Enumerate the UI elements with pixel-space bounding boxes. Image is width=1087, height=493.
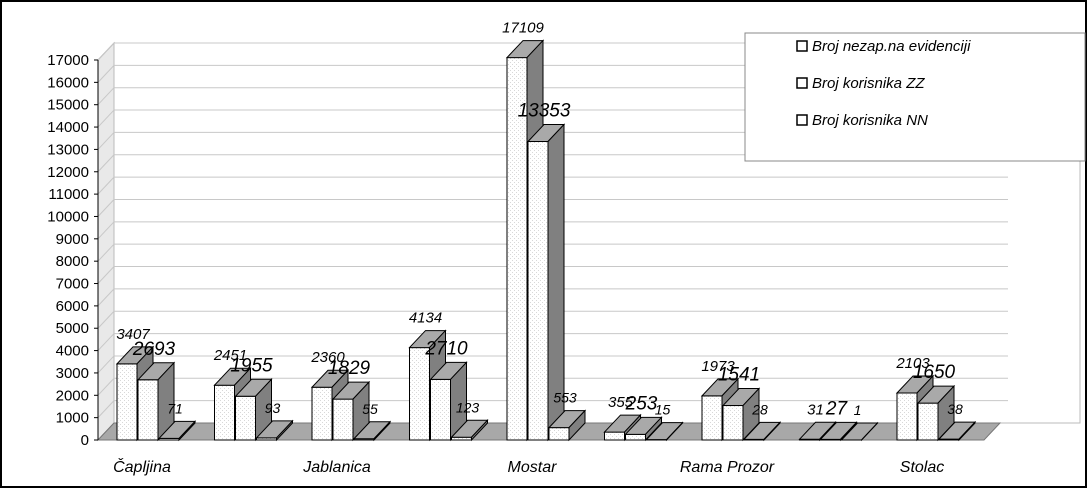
data-label: 31: [807, 401, 824, 418]
y-tick-label: 8000: [56, 253, 89, 270]
data-label: 2710: [424, 338, 468, 359]
data-label: 1829: [328, 358, 371, 379]
data-label: 38: [947, 401, 963, 417]
bar-front: [431, 379, 451, 440]
bar-front: [215, 385, 235, 440]
y-tick-label: 6000: [56, 298, 89, 315]
y-tick-label: 2000: [56, 387, 89, 404]
x-tick-label: Mostar: [508, 459, 558, 476]
legend-label: Broj nezap.na evidenciji: [812, 38, 971, 55]
bar-front: [626, 434, 646, 440]
bar-front: [702, 396, 722, 440]
data-label: 55: [362, 401, 378, 417]
data-label: 15: [655, 402, 671, 418]
y-tick-label: 1000: [56, 410, 89, 427]
y-tick-label: 0: [81, 432, 89, 449]
data-label: 1: [854, 402, 862, 418]
x-tick-label: Rama Prozor: [680, 459, 775, 476]
bar-front: [117, 364, 137, 440]
bar-front: [897, 393, 917, 440]
data-label: 1955: [230, 355, 273, 376]
y-tick-label: 13000: [47, 141, 89, 158]
y-tick-label: 11000: [48, 186, 89, 203]
x-tick-label: Čapljina: [113, 457, 171, 476]
data-label: 28: [751, 401, 768, 417]
y-tick-label: 17000: [47, 52, 89, 69]
bar-front: [236, 396, 256, 440]
legend-swatch: [797, 41, 807, 51]
bar-front: [528, 142, 548, 440]
bar-front: [605, 432, 625, 440]
data-label: 553: [553, 390, 577, 406]
data-label: 13353: [518, 101, 571, 122]
legend: Broj nezap.na evidenciji Broj korisnika Z…: [745, 33, 1085, 161]
data-label: 253: [625, 393, 658, 414]
legend-swatch: [797, 78, 807, 88]
y-tick-label: 10000: [47, 208, 89, 225]
data-label: 1650: [913, 362, 956, 383]
data-label: 93: [265, 400, 281, 416]
y-tick-label: 5000: [56, 320, 89, 337]
y-tick-label: 14000: [47, 119, 89, 136]
y-tick-label: 4000: [56, 343, 89, 360]
bar-front: [918, 403, 938, 440]
y-tick-label: 7000: [56, 276, 89, 293]
legend-label: Broj korisnika NN: [812, 112, 928, 129]
bar-front: [333, 399, 353, 440]
legend-swatch: [797, 115, 807, 125]
y-tick-label: 12000: [47, 164, 89, 181]
data-label: 71: [167, 400, 183, 416]
bar-front: [723, 406, 743, 440]
x-tick-label: Stolac: [900, 459, 944, 476]
data-label: 1541: [718, 365, 760, 386]
bar-front: [312, 387, 332, 440]
y-tick-label: 9000: [56, 231, 89, 248]
y-tick-label: 15000: [47, 97, 89, 114]
bar-front: [410, 348, 430, 440]
data-label: 17109: [502, 20, 544, 37]
legend-label: Broj korisnika ZZ: [812, 75, 925, 92]
data-label: 2693: [132, 339, 176, 360]
data-label: 4134: [409, 310, 442, 327]
data-label: 27: [825, 398, 849, 419]
bar-front: [549, 428, 569, 440]
y-tick-label: 16000: [47, 74, 89, 91]
x-tick-label: Jablanica: [302, 459, 371, 476]
y-tick-label: 3000: [56, 365, 89, 382]
bar-front: [138, 380, 158, 440]
data-label: 123: [456, 399, 480, 415]
